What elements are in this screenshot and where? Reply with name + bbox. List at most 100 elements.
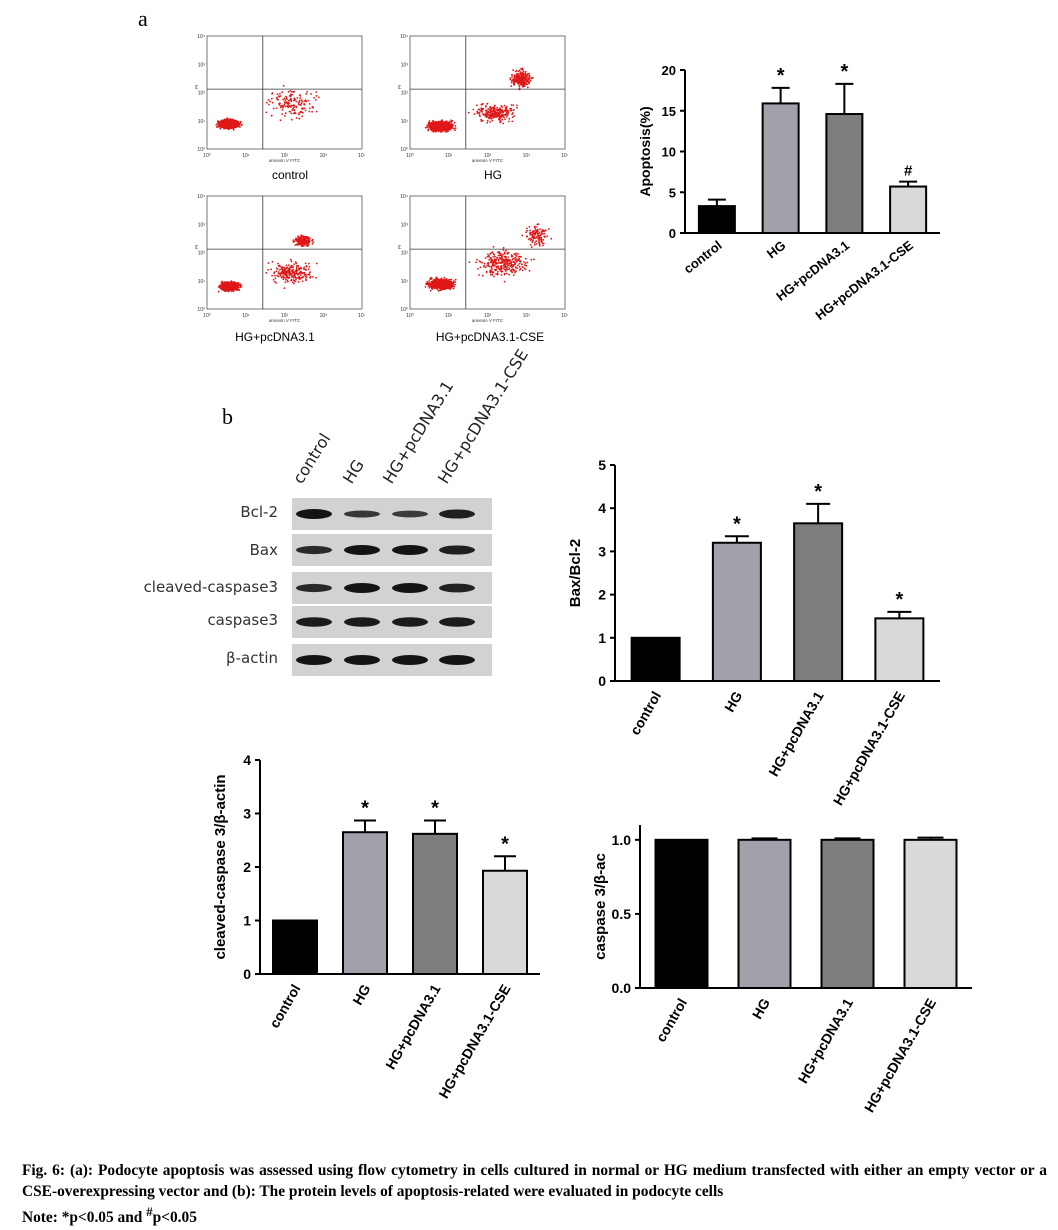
flow-dot <box>444 123 446 125</box>
flow-dot <box>521 77 524 79</box>
y-tick-label: 10 <box>662 145 676 160</box>
flow-dot <box>524 257 527 260</box>
flow-dot <box>504 118 506 120</box>
flow-dot <box>282 98 285 101</box>
flow-dot <box>503 104 506 107</box>
flow-dot <box>521 74 523 77</box>
flow-dot <box>309 271 311 273</box>
flow-dot <box>305 279 307 282</box>
flow-dot <box>297 243 300 246</box>
flow-dot <box>540 230 543 233</box>
flow-dot <box>431 124 433 127</box>
flow-dot <box>280 276 283 279</box>
flow-dot <box>280 105 283 107</box>
flow-dot <box>285 264 288 267</box>
flow-y-tick: 10³ <box>198 62 206 68</box>
flow-dot <box>270 114 273 117</box>
flow-dot <box>295 262 298 265</box>
flow-dot <box>492 117 494 119</box>
flow-dot <box>539 228 541 230</box>
flow-dot <box>287 264 290 266</box>
flow-dot <box>542 242 545 245</box>
flow-dot <box>238 125 240 128</box>
flow-dot <box>492 256 495 258</box>
flow-dot <box>529 79 532 82</box>
flow-dot <box>307 237 310 240</box>
flow-dot <box>278 272 280 275</box>
caption-text: Fig. 6: (a): Podocyte apoptosis was asse… <box>22 1162 1047 1200</box>
flow-dot <box>227 281 230 283</box>
flow-dot <box>299 103 302 106</box>
flow-dot <box>238 282 240 285</box>
flow-dot <box>280 268 283 271</box>
blot-band <box>392 510 428 518</box>
flow-dot <box>491 258 493 261</box>
flow-dots <box>215 85 320 131</box>
flow-dot <box>500 268 503 270</box>
flow-dot <box>507 113 509 115</box>
flow-dot <box>441 124 444 127</box>
flow-dot <box>308 103 311 105</box>
flow-dot <box>302 235 304 237</box>
flow-dot <box>489 269 492 271</box>
flow-dot <box>449 121 451 124</box>
blot-band <box>392 583 428 593</box>
flow-dot <box>518 85 521 87</box>
flow-dot <box>538 237 540 240</box>
flow-dot <box>502 110 505 113</box>
blot-band <box>296 583 332 593</box>
flow-dot <box>450 281 453 284</box>
flow-dot <box>485 115 488 118</box>
flow-dot <box>533 236 536 239</box>
caption-note: Note: *p<0.05 and #p<0.05 <box>22 1202 1047 1228</box>
flow-dot <box>489 115 492 118</box>
flow-dot <box>478 260 481 263</box>
flow-x-label: annexin V FITC <box>472 318 504 323</box>
flow-dot <box>484 257 487 259</box>
flow-dot <box>305 244 308 246</box>
flow-dot <box>298 275 301 278</box>
flow-dot <box>543 232 546 235</box>
flow-dot <box>290 258 292 261</box>
flow-dot <box>266 101 268 104</box>
flow-dot <box>287 269 290 272</box>
flow-dot <box>495 113 498 116</box>
flow-dot <box>507 251 510 254</box>
flow-x-tick: 10⁰ <box>203 313 211 319</box>
flow-dot <box>436 281 439 284</box>
flow-y-tick: 10⁰ <box>197 307 205 313</box>
flow-dot <box>475 261 477 264</box>
flow-dot <box>296 264 299 267</box>
flow-dot <box>299 277 302 280</box>
flow-x-tick: 10⁰ <box>203 153 211 159</box>
flow-dot <box>304 99 307 101</box>
flow-dot <box>440 126 443 129</box>
blot-band <box>439 583 475 593</box>
flow-dot <box>507 111 510 114</box>
flow-dot <box>499 121 502 123</box>
flow-dot <box>493 253 495 256</box>
flow-dot <box>526 261 529 264</box>
flow-x-tick: 10² <box>484 313 492 319</box>
flow-dot <box>223 282 226 285</box>
flow-dot <box>293 99 295 102</box>
flow-dot <box>448 125 451 128</box>
flow-dot <box>308 265 311 268</box>
flow-dot <box>315 99 317 101</box>
flow-dot <box>236 287 239 290</box>
flow-dot <box>446 287 449 289</box>
flow-dot <box>444 282 447 284</box>
y-tick-label: 15 <box>662 104 676 119</box>
flow-y-tick: 10³ <box>198 222 206 228</box>
flow-x-tick: 10⁴ <box>561 153 568 159</box>
flow-dot <box>487 116 490 119</box>
flow-dot <box>283 97 286 100</box>
flow-dot <box>505 105 508 108</box>
flow-dot <box>528 225 531 228</box>
flow-dot <box>508 273 510 276</box>
bar <box>630 636 681 683</box>
flow-dot <box>542 244 544 247</box>
